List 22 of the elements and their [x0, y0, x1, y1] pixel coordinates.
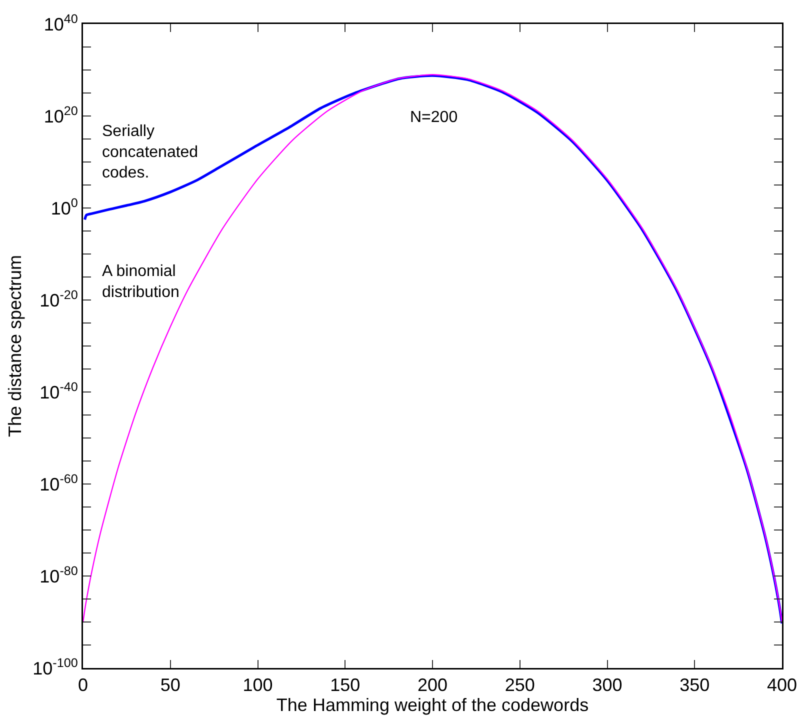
x-tick-label: 150 [330, 675, 360, 696]
y-tick-label: 10$^{-40}$ [40, 380, 78, 402]
x-tick-label: 400 [766, 675, 798, 696]
x-tick-label: 200 [417, 675, 448, 696]
x-axis-title: The Hamming weight of the codewords [276, 695, 589, 716]
x-tick-label: 250 [504, 675, 535, 696]
y-tick-label: 10$^{40}$ [44, 12, 78, 34]
series-label: Serially concatenated codes. [102, 123, 198, 182]
y-tick-label: 10$^{20}$ [44, 104, 78, 126]
x-tick-label: 50 [160, 675, 180, 696]
x-tick-label: 350 [680, 675, 710, 696]
annotation: N=200 [410, 109, 458, 126]
x-tick-label: 100 [242, 675, 273, 696]
y-tick-label: 10$^{-20}$ [40, 288, 78, 310]
y-tick-label: 10$^{0}$ [50, 196, 78, 218]
series-label: A binomial distribution [102, 263, 180, 301]
x-tick-label: 0 [78, 675, 88, 696]
x-tick-label: 300 [592, 675, 622, 696]
y-tick-label: 10$^{-80}$ [40, 564, 78, 586]
y-tick-label: 10$^{-100}$ [32, 656, 78, 678]
y-axis-title: The distance spectrum [5, 254, 26, 438]
y-tick-label: 10$^{-60}$ [40, 472, 78, 494]
